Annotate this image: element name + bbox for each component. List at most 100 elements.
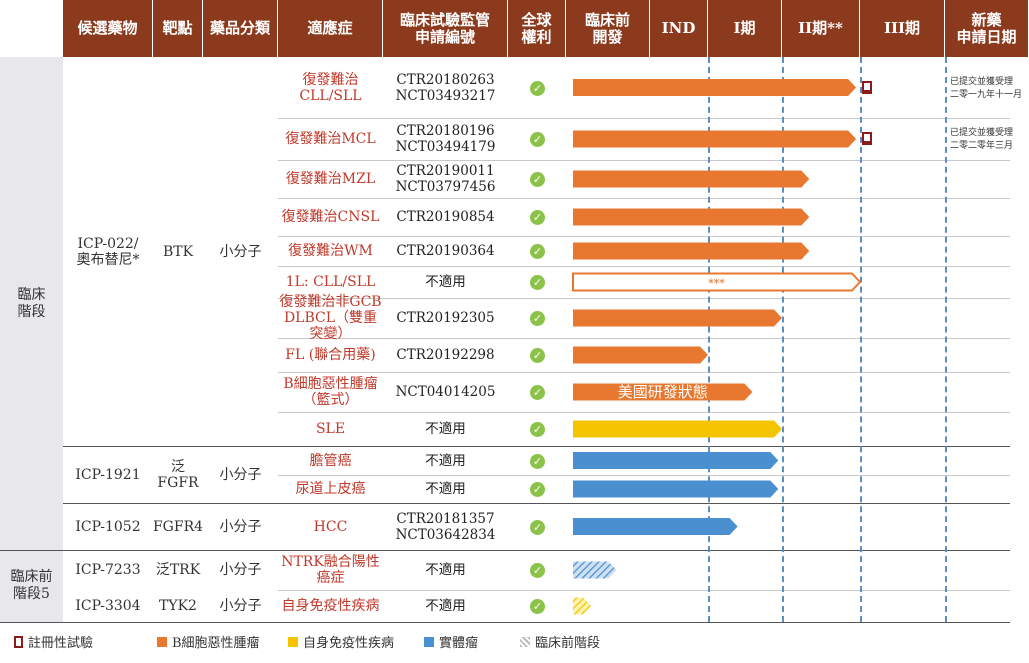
phase-gridline (708, 57, 710, 622)
drug-class: 小分子 (219, 466, 262, 483)
drug-class: 小分子 (219, 243, 262, 260)
row-divider (278, 372, 1010, 373)
header-cell: III期 (860, 0, 945, 57)
check-circle-icon: ✓ (530, 422, 545, 437)
indication-label: 1L: CLL/SLL (285, 274, 376, 290)
trial-id: CTR20192298 (396, 347, 495, 363)
pipeline-bar (573, 561, 617, 579)
drug-class: 小分子 (219, 518, 262, 535)
trial-id: NCT04014205 (395, 384, 496, 400)
pipeline-bar (572, 272, 862, 292)
trial-id: 不適用 (425, 598, 466, 614)
check-circle-icon: ✓ (530, 275, 545, 290)
drug-class: 小分子 (219, 598, 262, 614)
row-divider (63, 446, 1010, 447)
trial-id: CTR20190011 NCT03797456 (395, 163, 496, 195)
check-circle-icon: ✓ (530, 210, 545, 225)
stage-label: 臨床前 階段5 (0, 550, 63, 622)
header-cell: 新藥 申請日期 (945, 0, 1029, 57)
pipeline-bar (573, 480, 779, 498)
pipeline-bar (573, 208, 810, 226)
indication-label: 復發難治WM (288, 243, 373, 259)
indication-label: 自身免疫性疾病 (281, 598, 380, 614)
indication-label: 復發難治CNSL (281, 209, 380, 225)
trial-id: 不適用 (425, 562, 466, 578)
legend-item: 臨床前階段 (520, 632, 600, 651)
check-circle-icon: ✓ (530, 563, 545, 578)
check-circle-icon: ✓ (530, 80, 545, 96)
header-cell: 全球 權利 (508, 0, 566, 57)
bar-label: *** (708, 277, 725, 290)
row-divider (278, 198, 1010, 199)
trial-id: 不適用 (425, 421, 466, 437)
header-cell: 臨床試驗監管 申請編號 (383, 0, 508, 57)
pipeline-bar (573, 79, 857, 96)
check-circle-icon: ✓ (530, 385, 545, 400)
registrational-flag-icon (862, 80, 872, 94)
legend-swatch (157, 636, 167, 647)
legend-item: 自身免疫性疾病 (288, 632, 394, 651)
header-cell: 靶點 (153, 0, 203, 57)
stage-divider (0, 550, 63, 551)
row-divider (63, 503, 1010, 504)
pipeline-bar (573, 346, 708, 364)
row-divider (278, 590, 1010, 591)
indication-label: 復發難治MCL (285, 131, 376, 147)
check-circle-icon: ✓ (530, 132, 545, 147)
check-circle-icon: ✓ (530, 599, 545, 614)
legend-swatch (520, 636, 530, 647)
row-divider (278, 338, 1010, 339)
target-name: FGFR4 (152, 518, 204, 535)
header-cell: 藥品分類 (203, 0, 278, 57)
row-divider (63, 550, 1010, 551)
indication-label: 復發難治CLL/SLL (299, 71, 362, 104)
pipeline-bar (573, 242, 810, 260)
indication-label: 尿道上皮癌 (295, 481, 366, 497)
table-bottom (0, 622, 1010, 623)
row-divider (278, 266, 1010, 267)
indication-label: NTRK融合陽性癌症 (281, 554, 380, 586)
drug-name: ICP-1921 (75, 466, 141, 483)
check-circle-icon: ✓ (530, 482, 545, 497)
check-circle-icon: ✓ (530, 311, 545, 326)
pipeline-bar (573, 130, 857, 148)
indication-label: FL (聯合用藥) (285, 347, 376, 363)
indication-label: B細胞惡性腫瘤 （籃式） (283, 376, 378, 408)
check-circle-icon: ✓ (530, 519, 545, 535)
legend-label: 自身免疫性疾病 (303, 636, 395, 651)
legend-swatch (424, 636, 434, 647)
pipeline-bar (573, 420, 782, 438)
trial-id: CTR20180263 NCT03493217 (395, 71, 496, 104)
row-divider (278, 475, 1010, 476)
pipeline-bar (573, 383, 753, 401)
header-cell: 適應症 (278, 0, 383, 57)
drug-class: 小分子 (219, 562, 262, 578)
nda-note: 已提交並獲受理 二零一九年十一月 (950, 76, 1023, 100)
trial-id: CTR20181357 NCT03642834 (395, 510, 496, 543)
legend-item: 註冊性試驗 (14, 632, 93, 651)
phase-gridline (860, 57, 862, 622)
header-cell: I期 (708, 0, 782, 57)
legend-label: 實體瘤 (439, 636, 479, 651)
check-circle-icon: ✓ (530, 172, 545, 187)
target-name: 泛TRK (155, 562, 201, 578)
target-name: BTK (162, 243, 194, 260)
legend-item: 實體瘤 (424, 632, 478, 651)
pipeline-bar (573, 518, 738, 535)
check-circle-icon: ✓ (530, 453, 545, 469)
indication-label: SLE (315, 421, 346, 437)
legend-label: 註冊性試驗 (28, 636, 94, 651)
row-divider (278, 160, 1010, 161)
target-name: TYK2 (159, 598, 197, 614)
drug-name: ICP-7233 (75, 562, 141, 578)
trial-id: 不適用 (425, 481, 466, 497)
header-corner (0, 0, 63, 57)
legend-swatch (14, 635, 23, 648)
phase-gridline (782, 57, 784, 622)
row-divider (278, 118, 1010, 119)
bar-label: 美國研發狀態 (618, 383, 708, 401)
trial-id: 不適用 (425, 452, 466, 469)
trial-id: 不適用 (425, 274, 466, 290)
